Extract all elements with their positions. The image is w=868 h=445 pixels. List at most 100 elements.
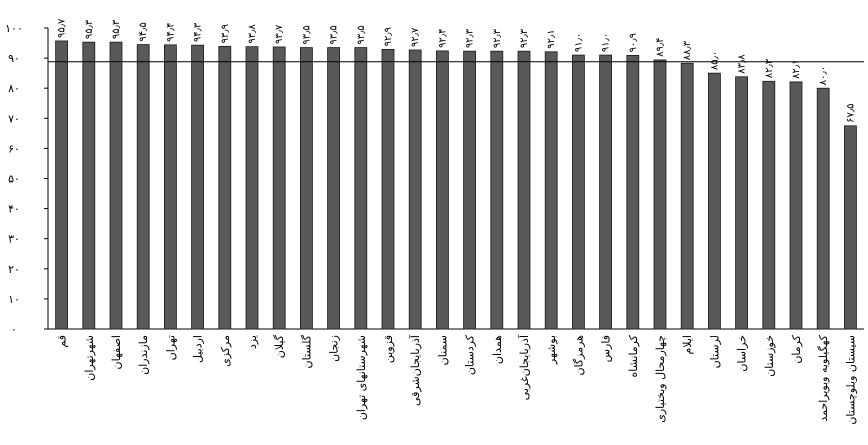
data-label: ۹۳٫۹ — [220, 24, 231, 43]
category-label: آذربایجان‌شرقی — [408, 334, 422, 406]
data-label: ۹۵٫۳ — [84, 19, 95, 39]
y-tick-label: ۱۰۰ — [5, 22, 23, 35]
category-label: چهارمحال وبختیاری — [654, 335, 667, 423]
y-tick-label: ۲۰ — [8, 263, 20, 276]
category-label: کردستان — [464, 334, 477, 375]
data-label: ۶۷٫۵ — [845, 103, 856, 122]
bar — [109, 41, 123, 330]
data-label: ۹۰٫۹ — [628, 33, 639, 52]
category-label: خراسان — [736, 335, 749, 372]
data-label: ۹۳٫۷ — [274, 24, 285, 44]
y-tick-label: ۹۰ — [8, 52, 20, 65]
chart-axes: ۰ ۱۰ ۲۰ ۳۰ ۴۰ ۵۰ ۶۰ ۷۰ ۸۰ ۹۰ ۱۰۰ — [5, 22, 864, 336]
category-label: هرمزگان — [572, 335, 585, 376]
data-label: ۹۵٫۷ — [57, 18, 68, 38]
category-label: گلستان — [300, 334, 313, 368]
category-label: لرستان — [708, 335, 721, 368]
category-label: سیستان وبلوچستان — [844, 335, 857, 425]
data-label: ۹۲٫۳ — [519, 28, 530, 48]
category-labels-group: قم شهرتهران اصفهان مازندران تهران اردبیل مرکزی… — [56, 334, 858, 425]
data-label: ۹۱٫۰ — [573, 33, 584, 52]
category-label: سمنان — [436, 335, 449, 365]
data-label: ۹۳٫۵ — [356, 25, 367, 44]
data-label: ۹۲٫۳ — [492, 28, 503, 48]
data-label: ۸۰٫۰ — [818, 66, 829, 85]
category-label: یزد — [246, 335, 259, 349]
value-labels-group: ۹۵٫۷ ۹۵٫۳ ۹۵٫۳ ۹۴٫۵ ۹۴٫۴ ۹۴٫۳ ۹۳٫۹ ۹۳٫۸ ۹۳٫۷ ۹۳٫۵… — [57, 18, 857, 123]
bar — [381, 48, 395, 330]
category-label: کهگیلویه وبویراحمد — [817, 334, 830, 421]
category-label: کرمان — [790, 334, 803, 363]
data-label: ۹۲٫۴ — [437, 29, 448, 48]
category-label: شهرستانهای تهران — [355, 335, 368, 420]
bar — [599, 54, 612, 330]
y-tick-label: ۸۰ — [8, 82, 20, 95]
bar — [544, 51, 558, 330]
data-label: ۹۲٫۳ — [465, 28, 476, 48]
category-label: مازندران — [137, 335, 150, 375]
data-label: ۹۱٫۰ — [601, 33, 612, 52]
bar — [55, 40, 68, 330]
data-label: ۹۳٫۸ — [247, 24, 258, 44]
data-label: ۹۳٫۵ — [329, 25, 340, 44]
data-label: ۸۲٫۱ — [791, 60, 802, 79]
bar — [245, 46, 259, 330]
y-tick-label: ۷۰ — [8, 112, 20, 125]
data-label: ۹۴٫۴ — [165, 22, 176, 41]
data-label: ۹۴٫۵ — [138, 22, 149, 41]
data-label: ۹۴٫۳ — [193, 22, 204, 42]
bar — [490, 50, 504, 330]
bar — [354, 47, 368, 330]
bar — [572, 54, 585, 330]
y-tick-label: ۶۰ — [8, 142, 20, 155]
bar — [844, 125, 857, 330]
bar — [816, 87, 830, 330]
data-label: ۸۸٫۳ — [682, 40, 693, 60]
y-tick-label: ۱۰ — [8, 293, 20, 306]
category-label: قزوین — [382, 335, 395, 363]
bar — [163, 44, 177, 330]
bar — [327, 47, 341, 330]
category-label: همدان — [491, 335, 504, 364]
category-label: بوشهر — [545, 335, 558, 365]
category-label: زنجان — [328, 335, 341, 362]
category-label: مرکزی — [219, 335, 232, 367]
data-label: ۸۲٫۳ — [764, 58, 775, 78]
category-label: اردبیل — [192, 335, 205, 363]
y-tick-label: ۴۰ — [8, 203, 20, 216]
bar — [762, 80, 776, 330]
bar — [408, 49, 422, 330]
y-tick-label: ۰ — [11, 323, 17, 336]
data-label: ۹۳٫۵ — [301, 25, 312, 44]
bar — [299, 47, 313, 330]
y-tick-label: ۵۰ — [8, 173, 20, 186]
category-label: آذربایجان‌غربی — [517, 334, 531, 400]
category-label: قم — [56, 335, 69, 348]
bar — [708, 72, 721, 330]
data-label: ۹۵٫۳ — [111, 19, 122, 39]
bar — [136, 44, 150, 330]
category-label: کرمانشاه — [627, 334, 640, 377]
data-label: ۹۲٫۱ — [546, 29, 557, 48]
data-label: ۸۵٫۰ — [709, 51, 720, 70]
data-label: ۹۲٫۷ — [410, 27, 421, 47]
data-label: ۹۲٫۹ — [383, 27, 394, 46]
bar — [435, 50, 449, 330]
category-label: فارس — [600, 335, 613, 362]
bar — [789, 81, 803, 330]
bars-group — [55, 40, 857, 330]
bar — [272, 46, 286, 330]
category-label: گیلان — [273, 334, 286, 358]
bar — [653, 59, 667, 330]
bar — [680, 62, 694, 330]
data-label: ۸۹٫۴ — [655, 38, 666, 57]
category-label: ایلام — [681, 335, 694, 355]
bar — [735, 76, 748, 330]
category-label: تهران — [164, 335, 177, 360]
y-tick-label: ۳۰ — [8, 233, 20, 246]
category-label: خوزستان — [763, 335, 776, 377]
bar — [218, 45, 232, 330]
bar — [82, 41, 96, 330]
bar — [463, 50, 477, 330]
